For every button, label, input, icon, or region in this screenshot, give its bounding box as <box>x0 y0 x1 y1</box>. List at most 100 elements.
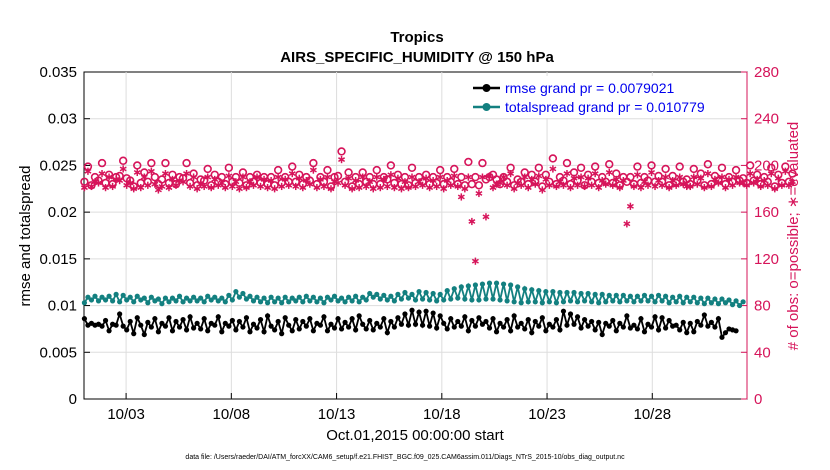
series-spread-point <box>254 294 260 300</box>
series-spread-point <box>497 297 503 303</box>
obs-possible-point <box>288 162 297 171</box>
obs-evaluated-stroke <box>84 168 92 174</box>
obs-possible-point <box>464 157 473 167</box>
obs-evaluated-point <box>207 184 215 192</box>
obs-evaluated-stroke <box>327 186 335 192</box>
obs-evaluated-stroke <box>154 187 162 193</box>
obs-evaluated-stroke <box>299 185 307 191</box>
series-rmse-point <box>201 316 207 322</box>
series-rmse-point <box>370 327 376 333</box>
series-spread-point <box>525 299 531 305</box>
series-spread-point <box>652 299 658 305</box>
obs-possible-point <box>703 160 713 169</box>
obs-evaluated-point <box>161 170 169 178</box>
series-spread-point <box>557 289 563 296</box>
series-spread-point <box>261 295 267 301</box>
obs-evaluated-point <box>757 182 765 191</box>
series-spread-point <box>134 293 140 299</box>
obs-evaluated-stroke <box>232 179 240 185</box>
obs-evaluated-stroke <box>91 179 99 185</box>
series-spread-point <box>155 296 161 302</box>
obs-evaluated-point <box>602 180 610 188</box>
obs-evaluated-stroke <box>725 176 733 182</box>
obs-evaluated-point <box>246 178 254 186</box>
series-rmse-point <box>272 327 278 333</box>
series-rmse-point <box>367 317 373 324</box>
series-rmse-point <box>261 329 267 335</box>
series-rmse-point <box>377 324 383 330</box>
obs-evaluated-stroke <box>781 168 789 174</box>
obs-evaluated-point <box>503 181 511 189</box>
series-rmse-point <box>733 328 739 334</box>
obs-evaluated-stroke <box>697 175 705 181</box>
series-spread-point <box>264 300 271 306</box>
series-rmse-point <box>360 321 366 327</box>
obs-evaluated-point <box>478 173 486 181</box>
series-spread-point <box>409 291 415 297</box>
obs-evaluated-point <box>517 181 525 189</box>
series-rmse-point <box>296 326 302 332</box>
obs-evaluated-point <box>309 166 317 174</box>
obs-possible-point <box>450 164 459 174</box>
obs-evaluated-stroke <box>778 182 786 188</box>
obs-evaluated-point <box>109 182 117 191</box>
obs-evaluated-stroke <box>760 178 768 184</box>
series-spread-point <box>324 294 331 300</box>
series-spread-point <box>504 298 510 304</box>
obs-evaluated-stroke <box>471 258 479 264</box>
series-spread-point <box>229 297 235 303</box>
obs-evaluated-stroke <box>464 174 472 180</box>
obs-evaluated-point <box>158 182 166 191</box>
series-spread-point <box>726 297 732 303</box>
obs-possible-point <box>435 165 445 175</box>
obs-evaluated-point <box>760 177 768 185</box>
obs-evaluated-point <box>743 181 751 189</box>
obs-possible-point <box>323 165 332 175</box>
series-spread-point <box>469 297 475 303</box>
series-spread-point <box>462 296 468 302</box>
obs-evaluated-stroke <box>313 185 321 191</box>
obs-evaluated-stroke <box>80 185 88 191</box>
series-spread-point <box>571 289 577 296</box>
obs-evaluated-point <box>394 174 402 182</box>
obs-evaluated-stroke <box>739 180 747 186</box>
series-rmse-point <box>500 324 507 330</box>
series-spread-point <box>483 296 489 302</box>
series-rmse-point <box>606 323 612 329</box>
x-tick-label: 10/23 <box>528 406 566 423</box>
series-spread-point <box>243 296 250 302</box>
series-spread-point <box>543 288 549 295</box>
obs-evaluated-point <box>419 181 427 189</box>
obs-evaluated-stroke <box>352 178 360 184</box>
obs-evaluated-point <box>440 185 448 193</box>
obs-evaluated-point <box>785 181 793 189</box>
obs-evaluated-point <box>80 184 88 192</box>
series-spread-point <box>289 295 295 301</box>
obs-evaluated-point <box>147 167 155 175</box>
y2-tick-label: 240 <box>754 111 779 128</box>
series-spread-point <box>708 300 714 306</box>
series-spread-point <box>532 299 538 305</box>
obs-evaluated-stroke <box>426 185 434 191</box>
obs-possible-point <box>661 164 670 174</box>
obs-evaluated-point <box>373 173 381 181</box>
series-rmse-point <box>124 327 130 333</box>
series-spread-point <box>219 295 225 301</box>
obs-evaluated-stroke <box>496 180 504 186</box>
series-rmse-point <box>641 329 648 335</box>
series-rmse-point <box>663 325 669 331</box>
obs-possible-point <box>457 172 466 182</box>
series-spread-point <box>486 280 493 286</box>
obs-evaluated-point <box>633 171 641 179</box>
obs-evaluated-stroke <box>390 185 398 191</box>
series-spread-point <box>212 294 218 300</box>
obs-possible-point <box>474 181 484 190</box>
obs-evaluated-point <box>302 177 310 185</box>
obs-evaluated-point <box>464 173 472 181</box>
obs-possible-point <box>788 169 797 178</box>
obs-possible-point <box>471 172 480 182</box>
series-rmse-point <box>458 323 464 329</box>
obs-evaluated-stroke <box>281 176 289 182</box>
obs-evaluated-stroke <box>545 182 553 188</box>
obs-evaluated-stroke <box>605 169 613 175</box>
